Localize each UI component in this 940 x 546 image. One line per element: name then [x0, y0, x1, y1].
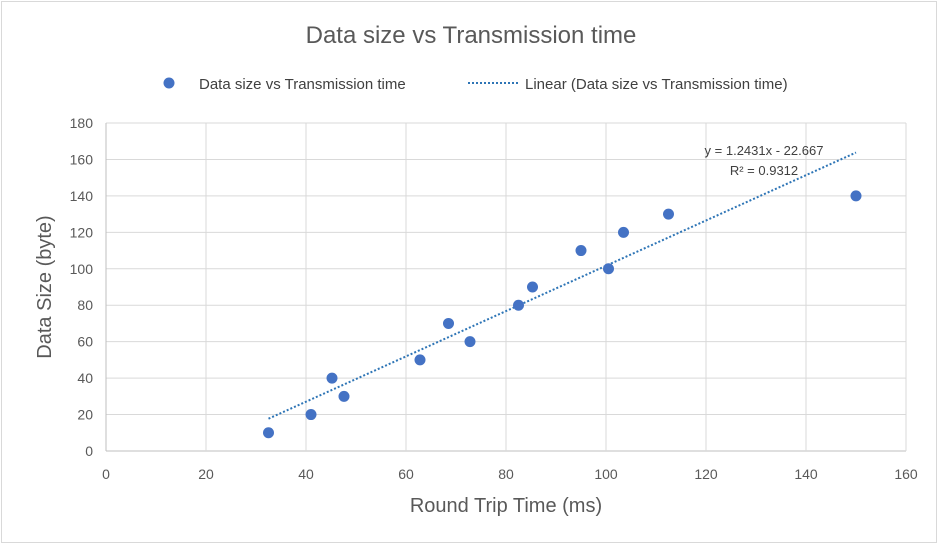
- legend-label-series: Data size vs Transmission time: [199, 76, 406, 93]
- trendline-layer: [268, 151, 857, 420]
- data-point: [326, 372, 338, 384]
- linear-trendline: [268, 151, 857, 420]
- data-point: [414, 354, 426, 366]
- data-points: [263, 190, 862, 439]
- data-point: [603, 263, 614, 275]
- y-tick-label: 100: [70, 261, 94, 277]
- y-tick-label: 140: [70, 188, 94, 204]
- data-point: [618, 226, 629, 238]
- x-tick-label: 0: [102, 466, 110, 482]
- trendline-r-squared: R² = 0.9312: [730, 163, 798, 178]
- y-tick-label: 120: [70, 224, 94, 240]
- legend-marker-series: [163, 77, 175, 89]
- x-tick-label: 80: [498, 466, 514, 482]
- x-tick-label: 40: [298, 466, 314, 482]
- x-tick-label: 120: [694, 466, 718, 482]
- data-point: [575, 245, 587, 257]
- data-point: [305, 409, 317, 421]
- trendline-equation: y = 1.2431x - 22.667: [705, 143, 824, 158]
- y-tick-label: 60: [77, 334, 93, 350]
- data-point: [263, 427, 274, 439]
- x-tick-label: 20: [198, 466, 214, 482]
- y-tick-label: 80: [77, 297, 93, 313]
- y-axis-title: Data Size (byte): [34, 215, 56, 358]
- data-point: [527, 281, 538, 293]
- x-axis-title: Round Trip Time (ms): [410, 495, 602, 517]
- chart-title: Data size vs Transmission time: [306, 22, 637, 49]
- data-point: [663, 208, 674, 220]
- data-point: [338, 390, 350, 402]
- data-point: [464, 336, 476, 348]
- y-tick-label: 180: [70, 115, 94, 131]
- data-point: [443, 317, 454, 329]
- tick-labels: 0 20 40 60 80 100 120 140 160 180 0 20 40 60 80 100 120 1…: [70, 115, 918, 482]
- x-tick-label: 100: [594, 466, 618, 482]
- x-tick-label: 160: [894, 466, 918, 482]
- legend-label-trendline: Linear (Data size vs Transmission time): [525, 76, 788, 93]
- y-tick-label: 40: [77, 370, 93, 386]
- x-tick-label: 140: [794, 466, 818, 482]
- y-tick-label: 20: [77, 407, 93, 423]
- legend: Data size vs Transmission time Linear (D…: [163, 76, 788, 93]
- y-tick-label: 160: [70, 151, 94, 167]
- data-point: [850, 190, 862, 202]
- y-tick-label: 0: [85, 443, 93, 459]
- x-tick-label: 60: [398, 466, 414, 482]
- data-point: [513, 299, 524, 311]
- gridlines: [105, 122, 907, 452]
